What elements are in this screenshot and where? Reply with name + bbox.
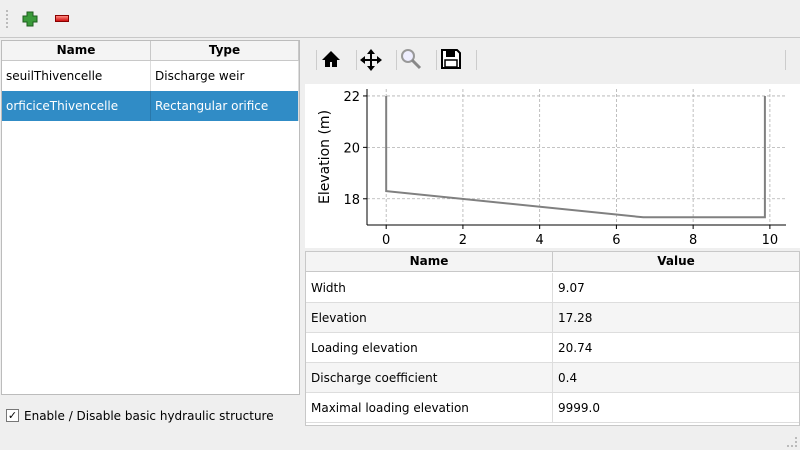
property-name: Discharge coefficient: [306, 363, 553, 393]
column-header-type[interactable]: Type: [151, 41, 299, 61]
enable-checkbox-label[interactable]: Enable / Disable basic hydraulic structu…: [24, 409, 274, 423]
property-value[interactable]: 9.07: [558, 281, 585, 295]
table-row[interactable]: orficiceThivencelle Rectangular orifice: [2, 91, 299, 121]
y-axis-label: Elevation (m): [317, 110, 333, 204]
x-tick-label: 10: [762, 233, 779, 248]
chart-svg: 0 2 4 6 8 10 18 20 22 Elevation (m): [317, 89, 786, 248]
structure-type[interactable]: Rectangular orifice: [151, 91, 299, 121]
x-tick-label: 4: [536, 233, 544, 248]
properties-table: Name Value Width 9.07 Elevation 17.28 Loadin…: [305, 251, 800, 426]
property-name: Loading elevation: [306, 333, 553, 363]
plus-icon[interactable]: [22, 11, 38, 27]
y-tick-label: 20: [343, 141, 360, 156]
structure-name[interactable]: orficiceThivencelle: [2, 91, 151, 121]
y-tick-label: 22: [343, 90, 360, 105]
property-value[interactable]: 20.74: [558, 341, 593, 355]
structure-type[interactable]: Discharge weir: [151, 61, 299, 91]
x-tick-label: 8: [689, 233, 697, 248]
pan-icon[interactable]: [358, 48, 384, 72]
structures-table: Name Type seuilThivencelle Discharge wei…: [1, 40, 300, 395]
minus-icon[interactable]: [55, 15, 69, 22]
plot-toolbar: [305, 40, 800, 80]
property-row[interactable]: Maximal loading elevation 9999.0: [306, 393, 799, 423]
zoom-icon[interactable]: [398, 48, 424, 72]
x-tick-label: 2: [459, 233, 467, 248]
property-value[interactable]: 0.4: [558, 371, 578, 385]
property-name: Maximal loading elevation: [306, 393, 553, 423]
enable-checkbox[interactable]: ✓: [6, 409, 19, 422]
property-value[interactable]: 9999.0: [558, 401, 600, 415]
property-row[interactable]: Elevation 17.28: [306, 303, 799, 333]
column-header-value[interactable]: Value: [553, 252, 799, 272]
save-icon[interactable]: [438, 48, 464, 72]
property-row[interactable]: Width 9.07: [306, 273, 799, 303]
elevation-plot: 0 2 4 6 8 10 18 20 22 Elevation (m): [305, 84, 800, 248]
x-tick-label: 6: [612, 233, 620, 248]
property-name: Elevation: [306, 303, 553, 333]
property-value[interactable]: 17.28: [558, 311, 593, 325]
column-header-name[interactable]: Name: [2, 41, 151, 61]
main-toolbar: [0, 0, 800, 38]
property-row[interactable]: Loading elevation 20.74: [306, 333, 799, 363]
column-header-name[interactable]: Name: [306, 252, 553, 272]
toolbar-grip[interactable]: [6, 10, 9, 28]
elevation-profile-line: [385, 95, 766, 219]
table-row[interactable]: seuilThivencelle Discharge weir: [2, 61, 299, 91]
home-icon[interactable]: [318, 48, 344, 72]
structure-name[interactable]: seuilThivencelle: [2, 61, 151, 91]
resize-grip[interactable]: [787, 437, 797, 447]
property-row[interactable]: Discharge coefficient 0.4: [306, 363, 799, 393]
y-tick-label: 18: [343, 193, 360, 208]
x-tick-label: 0: [382, 233, 390, 248]
property-name: Width: [306, 273, 553, 303]
